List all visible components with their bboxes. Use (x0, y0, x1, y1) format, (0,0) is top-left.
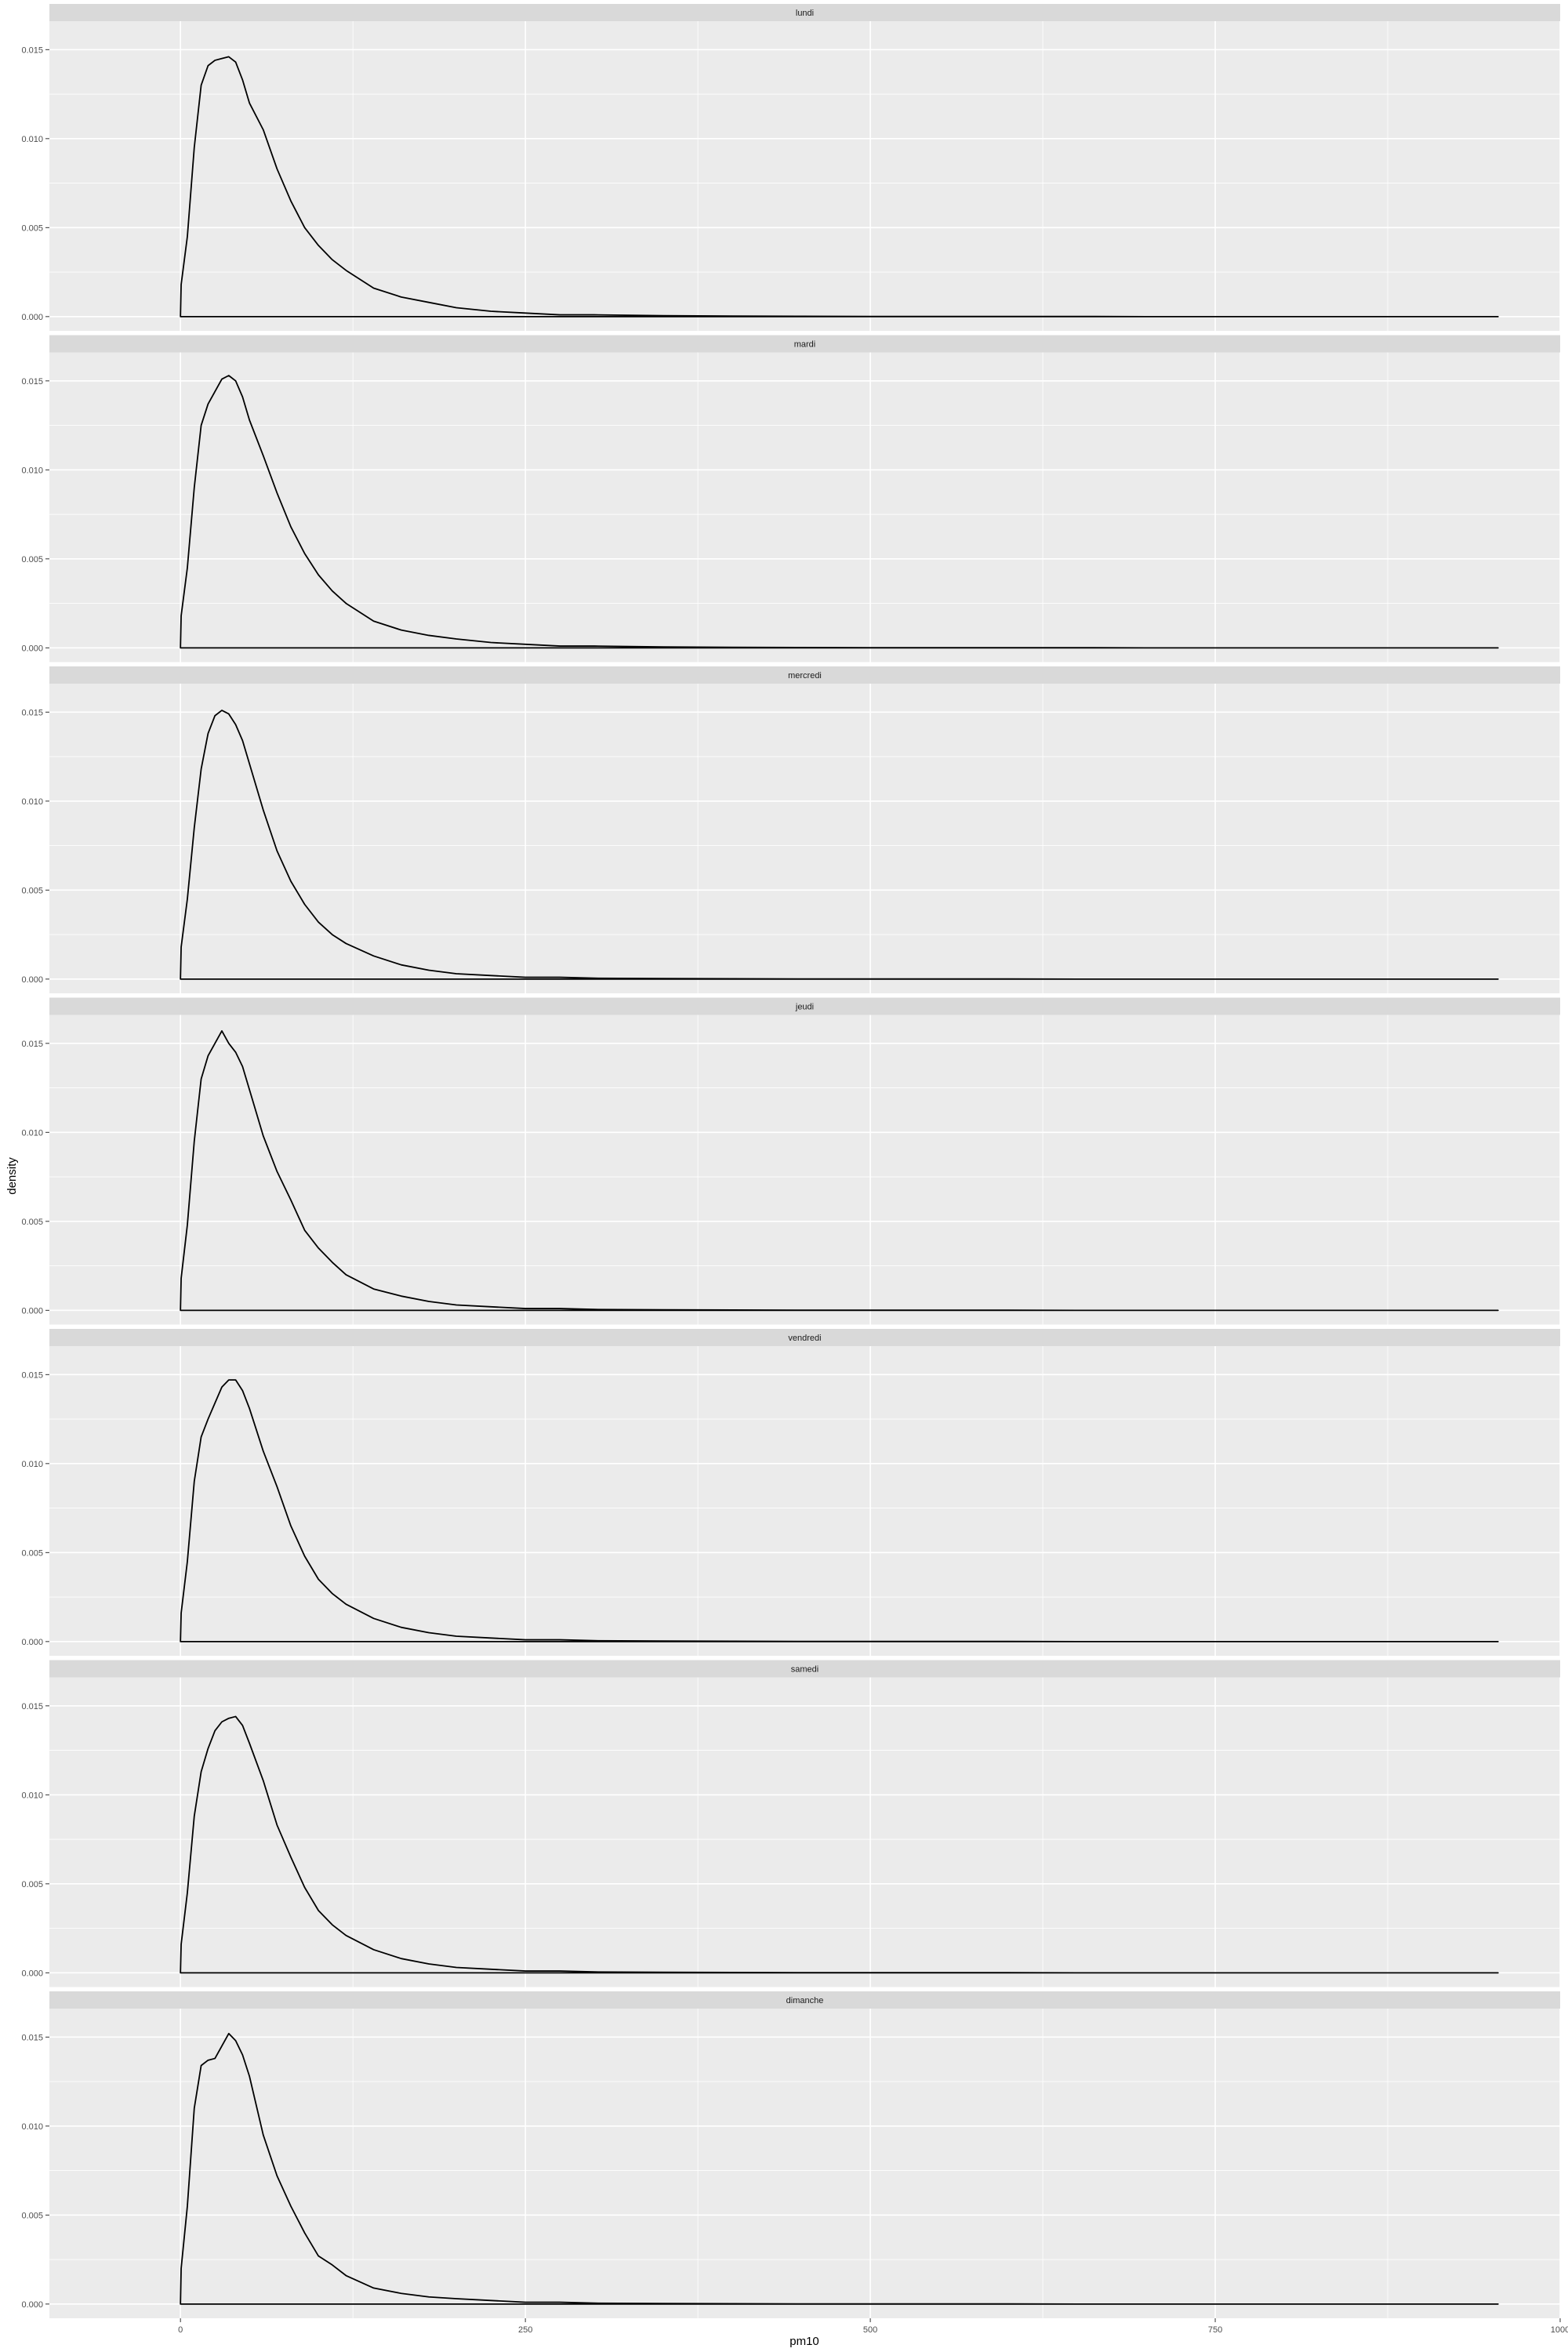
y-tick-label: 0.010 (21, 135, 43, 144)
y-tick-label: 0.010 (21, 466, 43, 475)
density-line-mercredi (180, 710, 1499, 980)
y-tick-label: 0.005 (21, 2211, 43, 2220)
facet-strip-label: mercredi (788, 671, 822, 681)
x-axis-title: pm10 (789, 2335, 819, 2348)
facet-mardi: mardi 0.000 0.005 0.010 0.015 (21, 335, 1561, 662)
facet-strip (49, 335, 1560, 353)
y-axis-title: density (5, 1157, 19, 1195)
facet-jeudi: jeudi 0.000 0.005 0.010 0.015 (21, 997, 1561, 1325)
facet-strip-label: mardi (794, 340, 816, 350)
facet-lundi: lundi 0.000 0.005 0.010 0.015 (21, 4, 1561, 331)
x-tick-label: 750 (1208, 2325, 1222, 2335)
density-line-samedi (180, 1715, 1499, 1974)
facet-strip-label: lundi (796, 9, 814, 18)
panel-background (49, 1677, 1560, 1987)
y-tick-label: 0.005 (21, 1880, 43, 1889)
y-tick-label: 0.005 (21, 223, 43, 233)
y-tick-label: 0.010 (21, 1460, 43, 1469)
density-line-vendredi (180, 1379, 1499, 1642)
facet-strip (49, 1991, 1560, 2009)
x-tick-label: 0 (178, 2325, 183, 2335)
y-tick-label: 0.005 (21, 886, 43, 895)
facet-strip-label: dimanche (786, 1996, 824, 2005)
y-tick-label: 0.010 (21, 1128, 43, 1138)
panel-background (49, 2009, 1560, 2318)
y-tick-label: 0.015 (21, 708, 43, 717)
facet-strip (49, 666, 1560, 684)
y-tick-label: 0.000 (21, 1306, 43, 1316)
panel-background (49, 684, 1560, 993)
panel-background (49, 1346, 1560, 1656)
y-tick-label: 0.005 (21, 1548, 43, 1558)
y-tick-label: 0.000 (21, 644, 43, 653)
y-tick-label: 0.010 (21, 1791, 43, 1800)
facets-group: lundi 0.000 0.005 0.010 0.015 mardi 0.000 0.005… (21, 4, 1561, 2318)
y-tick-label: 0.010 (21, 797, 43, 807)
y-tick-label: 0.015 (21, 45, 43, 55)
y-tick-label: 0.015 (21, 1370, 43, 1380)
x-axis: 0 250 500 750 1000 (178, 2318, 1568, 2335)
panel-background (49, 352, 1560, 662)
y-tick-label: 0.015 (21, 377, 43, 387)
facet-strip (49, 1660, 1560, 1678)
facet-vendredi: vendredi 0.000 0.005 0.010 0.015 (21, 1329, 1561, 1656)
facet-strip (49, 997, 1560, 1015)
facet-strip-label: vendredi (788, 1334, 821, 1343)
y-tick-label: 0.005 (21, 555, 43, 564)
x-tick-label: 250 (518, 2325, 532, 2335)
facet-mercredi: mercredi 0.000 0.005 0.010 0.015 (21, 666, 1561, 993)
y-tick-label: 0.000 (21, 1969, 43, 1978)
facet-strip (49, 1329, 1560, 1346)
panel-background (49, 21, 1560, 331)
density-line-mardi (180, 375, 1499, 649)
x-tick-label: 500 (863, 2325, 877, 2335)
y-tick-label: 0.005 (21, 1218, 43, 1227)
density-line-jeudi (180, 1030, 1499, 1312)
y-tick-label: 0.015 (21, 1040, 43, 1049)
y-tick-label: 0.000 (21, 313, 43, 322)
y-tick-label: 0.015 (21, 2033, 43, 2042)
facet-strip-label: samedi (791, 1665, 818, 1675)
y-tick-label: 0.000 (21, 2300, 43, 2310)
facet-dimanche: dimanche 0.000 0.005 0.010 0.015 (21, 1991, 1561, 2318)
x-tick-label: 1000 (1551, 2325, 1568, 2335)
y-tick-label: 0.000 (21, 1638, 43, 1647)
panel-background (49, 1014, 1560, 1325)
facet-strip-label: jeudi (795, 1003, 814, 1012)
facet-samedi: samedi 0.000 0.005 0.010 0.015 (21, 1660, 1561, 1987)
facet-strip (49, 4, 1560, 21)
density-line-dimanche (180, 2032, 1499, 2305)
y-tick-label: 0.010 (21, 2122, 43, 2132)
y-tick-label: 0.015 (21, 1702, 43, 1711)
y-tick-label: 0.000 (21, 975, 43, 985)
density-line-lundi (180, 56, 1499, 318)
